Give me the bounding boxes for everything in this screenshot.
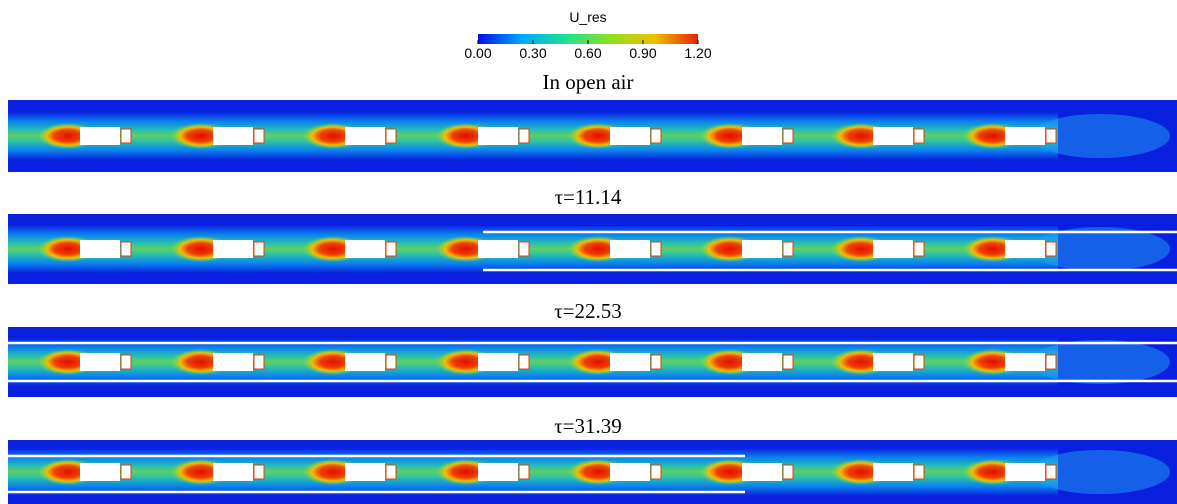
- car-nose: [518, 128, 530, 144]
- front-field: [1030, 450, 1170, 494]
- front-field: [1030, 114, 1170, 158]
- car-nose: [913, 354, 925, 370]
- car: [873, 240, 913, 258]
- car: [873, 463, 913, 481]
- front-field: [1030, 227, 1170, 271]
- colorbar: [478, 34, 698, 44]
- car-nose: [385, 241, 397, 257]
- car-nose: [518, 464, 530, 480]
- car: [1005, 240, 1045, 258]
- colorbar-tick-label: 0.60: [574, 45, 601, 61]
- car: [742, 240, 782, 258]
- car: [610, 240, 650, 258]
- car: [873, 127, 913, 145]
- car-nose: [518, 241, 530, 257]
- car-nose: [1045, 241, 1057, 257]
- car: [1005, 463, 1045, 481]
- car-nose: [253, 241, 265, 257]
- car: [1005, 127, 1045, 145]
- car: [345, 353, 385, 371]
- panel-title: τ=22.53: [554, 299, 622, 323]
- car-nose: [782, 464, 794, 480]
- car-nose: [913, 241, 925, 257]
- colorbar-tick-label: 0.90: [629, 45, 656, 61]
- car-nose: [1045, 464, 1057, 480]
- car: [213, 240, 253, 258]
- car: [478, 240, 518, 258]
- car-nose: [120, 128, 132, 144]
- car: [742, 463, 782, 481]
- car: [345, 240, 385, 258]
- panel-title: In open air: [543, 70, 634, 94]
- car: [478, 463, 518, 481]
- car-nose: [385, 354, 397, 370]
- car-nose: [913, 464, 925, 480]
- car-nose: [385, 128, 397, 144]
- car: [80, 463, 120, 481]
- front-field: [1030, 340, 1170, 384]
- car: [345, 127, 385, 145]
- panel-title: τ=31.39: [554, 414, 622, 438]
- car: [213, 127, 253, 145]
- car-nose: [385, 464, 397, 480]
- panel-title: τ=11.14: [555, 185, 622, 209]
- car: [610, 127, 650, 145]
- car-nose: [650, 354, 662, 370]
- car-nose: [782, 241, 794, 257]
- car-nose: [782, 128, 794, 144]
- car-nose: [782, 354, 794, 370]
- car: [345, 463, 385, 481]
- car: [80, 353, 120, 371]
- car: [478, 127, 518, 145]
- car: [873, 353, 913, 371]
- car-nose: [120, 464, 132, 480]
- colorbar-tick-label: 0.00: [464, 45, 491, 61]
- car-nose: [253, 354, 265, 370]
- car: [610, 463, 650, 481]
- car-nose: [120, 354, 132, 370]
- car: [1005, 353, 1045, 371]
- colorbar-tick-label: 1.20: [684, 45, 711, 61]
- car: [213, 463, 253, 481]
- car: [80, 240, 120, 258]
- car: [80, 127, 120, 145]
- car: [742, 127, 782, 145]
- car: [478, 353, 518, 371]
- car-nose: [650, 128, 662, 144]
- car-nose: [913, 128, 925, 144]
- car: [610, 353, 650, 371]
- colorbar-title: U_res: [569, 9, 606, 25]
- car-nose: [518, 354, 530, 370]
- car: [742, 353, 782, 371]
- car-nose: [253, 128, 265, 144]
- colorbar-tick-label: 0.30: [519, 45, 546, 61]
- car-nose: [650, 464, 662, 480]
- car-nose: [120, 241, 132, 257]
- car: [213, 353, 253, 371]
- car-nose: [650, 241, 662, 257]
- car-nose: [1045, 128, 1057, 144]
- car-nose: [1045, 354, 1057, 370]
- car-nose: [253, 464, 265, 480]
